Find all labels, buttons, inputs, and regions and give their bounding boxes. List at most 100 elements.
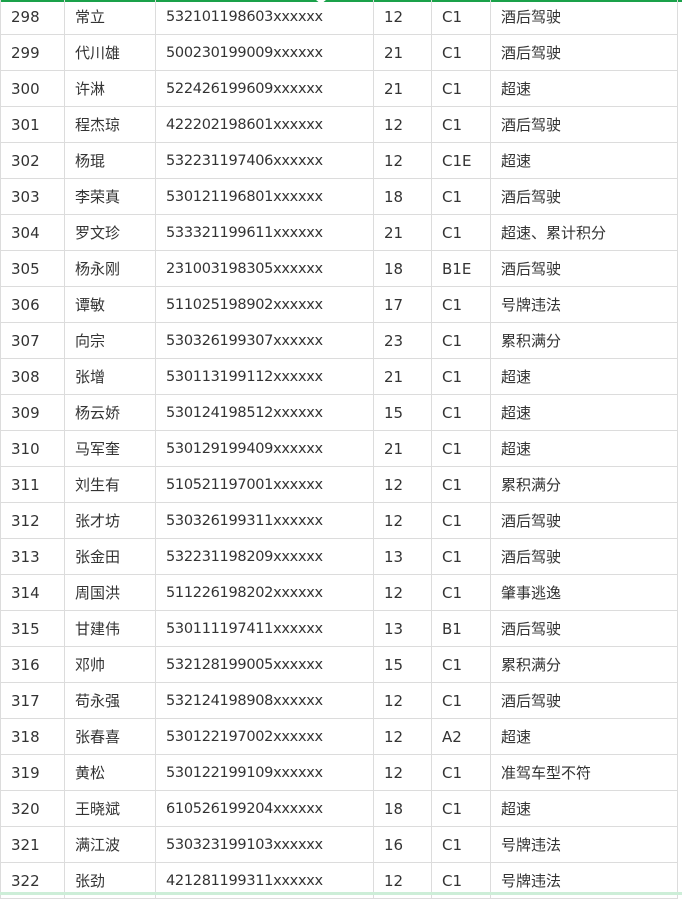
id-number: 530111197411xxxxxx: [155, 610, 374, 647]
row-number: 320: [0, 790, 65, 827]
driver-name: 张春喜: [64, 718, 156, 755]
row-number: 313: [0, 538, 65, 575]
license-class: A2: [431, 718, 491, 755]
driver-name: 苟永强: [64, 682, 156, 719]
points: 23: [373, 322, 432, 359]
driver-name: 罗文珍: [64, 214, 156, 251]
driver-name: 向宗: [64, 322, 156, 359]
points: 12: [373, 0, 432, 35]
points: 15: [373, 394, 432, 431]
row-number: 305: [0, 250, 65, 287]
table-row: 303 李荣真 530121196801xxxxxx 18 C1 酒后驾驶: [0, 178, 678, 215]
row-number: 311: [0, 466, 65, 503]
row-number: 314: [0, 574, 65, 611]
license-class: C1: [431, 214, 491, 251]
points: 21: [373, 34, 432, 71]
table-row: 319 黄松 530122199109xxxxxx 12 C1 准驾车型不符: [0, 754, 678, 791]
id-number: 610526199204xxxxxx: [155, 790, 374, 827]
id-number: 532231197406xxxxxx: [155, 142, 374, 179]
points: 21: [373, 214, 432, 251]
violation-type: 累积满分: [490, 646, 678, 683]
id-number: 522426199609xxxxxx: [155, 70, 374, 107]
table-row: 299 代川雄 500230199009xxxxxx 21 C1 酒后驾驶: [0, 34, 678, 71]
row-number: 300: [0, 70, 65, 107]
id-number: 532128199005xxxxxx: [155, 646, 374, 683]
license-class: C1: [431, 106, 491, 143]
driver-name: 王晓斌: [64, 790, 156, 827]
id-number: 530113199112xxxxxx: [155, 358, 374, 395]
license-class: C1: [431, 70, 491, 107]
license-class: C1: [431, 430, 491, 467]
points: 21: [373, 430, 432, 467]
driver-name: 张金田: [64, 538, 156, 575]
table-row: 302 杨琨 532231197406xxxxxx 12 C1E 超速: [0, 142, 678, 179]
points: 12: [373, 682, 432, 719]
id-number: 530326199311xxxxxx: [155, 502, 374, 539]
row-number: 302: [0, 142, 65, 179]
driver-name: 许淋: [64, 70, 156, 107]
points: 21: [373, 358, 432, 395]
id-number: 231003198305xxxxxx: [155, 250, 374, 287]
id-number: 530122199109xxxxxx: [155, 754, 374, 791]
table-row: 310 马军奎 530129199409xxxxxx 21 C1 超速: [0, 430, 678, 467]
violation-type: 酒后驾驶: [490, 538, 678, 575]
driver-name: 张才坊: [64, 502, 156, 539]
license-class: B1E: [431, 250, 491, 287]
points: 18: [373, 178, 432, 215]
points: 16: [373, 826, 432, 863]
row-number: 317: [0, 682, 65, 719]
id-number: 530122197002xxxxxx: [155, 718, 374, 755]
violation-type: 超速: [490, 718, 678, 755]
table-row: 320 王晓斌 610526199204xxxxxx 18 C1 超速: [0, 790, 678, 827]
id-number: 511025198902xxxxxx: [155, 286, 374, 323]
row-number: 316: [0, 646, 65, 683]
driver-name: 代川雄: [64, 34, 156, 71]
points: 12: [373, 466, 432, 503]
points: 15: [373, 646, 432, 683]
violation-type: 酒后驾驶: [490, 610, 678, 647]
license-class: C1: [431, 394, 491, 431]
driver-name: 张增: [64, 358, 156, 395]
violation-type: 肇事逃逸: [490, 574, 678, 611]
table-row: 314 周国洪 511226198202xxxxxx 12 C1 肇事逃逸: [0, 574, 678, 611]
license-class: C1: [431, 790, 491, 827]
row-number: 309: [0, 394, 65, 431]
license-class: C1: [431, 538, 491, 575]
driver-name: 马军奎: [64, 430, 156, 467]
table-row: 315 甘建伟 530111197411xxxxxx 13 B1 酒后驾驶: [0, 610, 678, 647]
table-row: 316 邓帅 532128199005xxxxxx 15 C1 累积满分: [0, 646, 678, 683]
violation-type: 超速: [490, 358, 678, 395]
license-class: C1: [431, 646, 491, 683]
row-number: 310: [0, 430, 65, 467]
license-class: C1: [431, 754, 491, 791]
row-number: 306: [0, 286, 65, 323]
table-row: 313 张金田 532231198209xxxxxx 13 C1 酒后驾驶: [0, 538, 678, 575]
id-number: 530323199103xxxxxx: [155, 826, 374, 863]
id-number: 530326199307xxxxxx: [155, 322, 374, 359]
id-number: 533321199611xxxxxx: [155, 214, 374, 251]
violation-type: 酒后驾驶: [490, 106, 678, 143]
id-number: 530124198512xxxxxx: [155, 394, 374, 431]
driver-name: 满江波: [64, 826, 156, 863]
license-class: C1: [431, 322, 491, 359]
license-class: C1: [431, 682, 491, 719]
license-class: C1: [431, 358, 491, 395]
violation-type: 酒后驾驶: [490, 0, 678, 35]
table-row: 311 刘生有 510521197001xxxxxx 12 C1 累积满分: [0, 466, 678, 503]
points: 13: [373, 538, 432, 575]
id-number: 422202198601xxxxxx: [155, 106, 374, 143]
license-class: C1: [431, 0, 491, 35]
points: 18: [373, 790, 432, 827]
row-number: 301: [0, 106, 65, 143]
table-row: 298 常立 532101198603xxxxxx 12 C1 酒后驾驶: [0, 0, 678, 35]
violation-type: 准驾车型不符: [490, 754, 678, 791]
violation-type: 超速: [490, 394, 678, 431]
license-class: B1: [431, 610, 491, 647]
driver-name: 李荣真: [64, 178, 156, 215]
id-number: 530129199409xxxxxx: [155, 430, 374, 467]
license-class: C1: [431, 826, 491, 863]
points: 13: [373, 610, 432, 647]
table-row: 309 杨云娇 530124198512xxxxxx 15 C1 超速: [0, 394, 678, 431]
driver-name: 黄松: [64, 754, 156, 791]
bottom-scroll-edge: [0, 892, 682, 895]
